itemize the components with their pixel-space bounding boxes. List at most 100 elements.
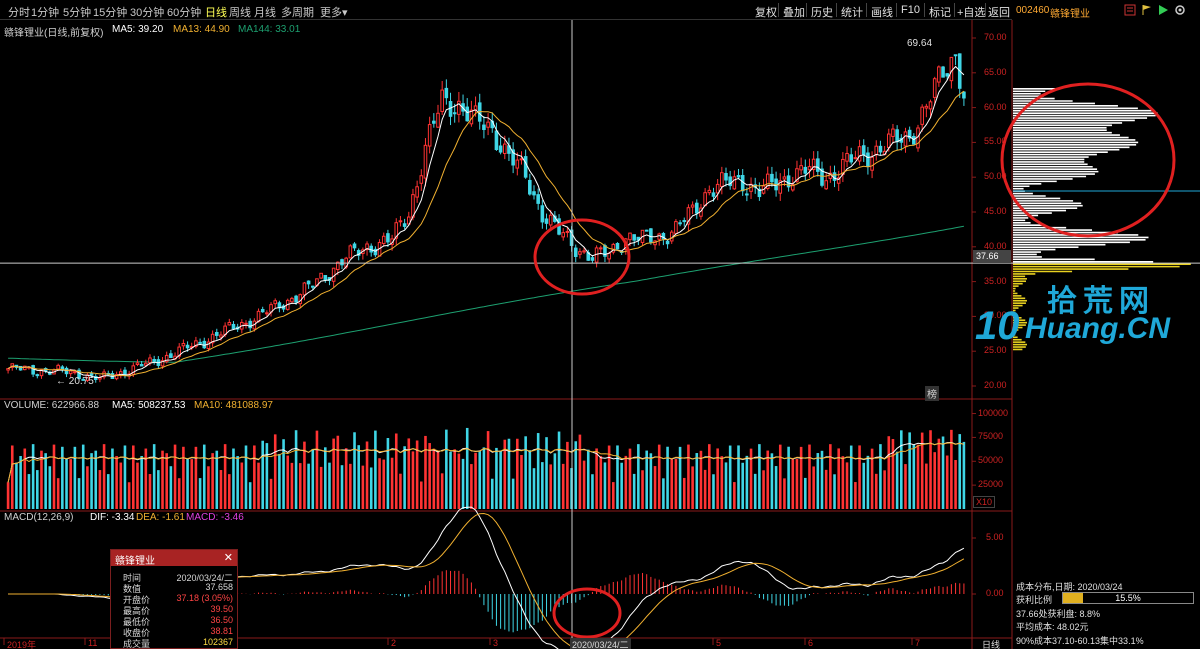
tab-15min[interactable]: 15分钟 [93, 7, 128, 19]
candle-body [745, 193, 749, 196]
close-icon[interactable]: ✕ [223, 552, 233, 564]
tab-more-label: 更多 [320, 7, 342, 19]
button-history[interactable]: 历史 [811, 7, 833, 19]
candle-body [206, 341, 211, 350]
button-mark[interactable]: 标记 [929, 7, 951, 19]
volume-bar [56, 478, 60, 509]
date-tick-label: 2 [391, 638, 397, 648]
volume-bar [261, 440, 264, 509]
volume-bar [136, 462, 139, 509]
tab-multi-period[interactable]: 多周期 [281, 7, 314, 19]
candle-body [649, 228, 653, 243]
candle-body [152, 358, 156, 362]
button-f10[interactable]: F10 [901, 4, 920, 16]
volume-bar [169, 466, 173, 509]
candle-body [306, 280, 311, 285]
candle-body [937, 66, 941, 83]
candle-body [824, 180, 828, 190]
candle-body [265, 312, 269, 315]
tooltip-label-time: 时间 [123, 573, 142, 583]
tooltip-value-open: 37.18 (3.05%) [176, 593, 233, 603]
price-tick-label: 25.00 [984, 345, 1007, 356]
volume-bar [399, 473, 402, 509]
candle-body [544, 218, 549, 224]
button-statistics[interactable]: 统计 [841, 7, 863, 19]
candle-body [436, 112, 440, 128]
volume-bar [470, 464, 473, 509]
candle-body [578, 251, 582, 255]
candle-body [657, 233, 662, 240]
volume-bar [115, 456, 118, 509]
tab-5min[interactable]: 5分钟 [63, 7, 92, 19]
volume-bar [294, 430, 298, 509]
volume-bar [73, 446, 77, 509]
volume-bar [173, 444, 177, 509]
settings-icon[interactable] [1174, 4, 1186, 16]
tooltip-header[interactable]: 赣锋锂业 ✕ [111, 550, 237, 567]
volume-bar [566, 441, 569, 509]
profit-ratio-fill [1063, 593, 1084, 603]
divider [866, 3, 867, 17]
button-back[interactable]: 返回 [988, 7, 1010, 19]
volume-bars [6, 427, 966, 509]
candle-body [924, 105, 929, 109]
volume-bar [507, 438, 511, 509]
volume-bar [620, 462, 623, 509]
data-tooltip-window[interactable]: 赣锋锂业 ✕ 时间 2020/03/24/二 数值 37.658 开盘价 37.… [110, 549, 238, 649]
volume-bar [465, 427, 469, 509]
candle-body [336, 261, 340, 271]
volume-bar [486, 431, 490, 509]
date-tick-label: 11 [88, 638, 98, 648]
ma144-line [8, 225, 964, 363]
tab-weekly[interactable]: 周线 [229, 7, 251, 19]
button-add-watchlist[interactable]: +自选 [957, 7, 986, 19]
volume-bar [712, 474, 715, 509]
candle-body [878, 145, 883, 153]
volume-bar [532, 468, 536, 509]
tab-more[interactable]: 更多▾ [320, 4, 348, 20]
date-tick-label: 2019年 [7, 640, 37, 649]
volume-bar [119, 462, 123, 509]
candle-body [598, 247, 603, 250]
candle-body [895, 129, 899, 143]
button-draw-line[interactable]: 画线 [871, 7, 893, 19]
button-overlay[interactable]: 叠加 [783, 7, 805, 19]
volume-bar [595, 448, 598, 509]
candle-body [423, 144, 428, 179]
button-fuquan[interactable]: 复权 [755, 7, 777, 19]
volume-bar [545, 437, 548, 509]
flag-icon[interactable] [1141, 4, 1153, 16]
macd-dif-legend: DIF: -3.34 [90, 512, 135, 523]
candle-body [949, 56, 954, 82]
candle-body [219, 334, 223, 338]
volume-bar [365, 441, 369, 509]
volume-title: VOLUME: 622966.88 [4, 400, 100, 411]
volume-bar [841, 456, 845, 509]
volume-bar [528, 450, 532, 509]
tab-fenshi[interactable]: 分时 [8, 7, 30, 19]
tab-30min[interactable]: 30分钟 [130, 7, 165, 19]
candle-body [607, 252, 611, 260]
candle-body [941, 66, 945, 78]
volume-bar [111, 448, 114, 509]
candle-body [102, 371, 106, 378]
crosshair [0, 20, 1200, 649]
document-icon[interactable] [1124, 4, 1136, 16]
tab-1min[interactable]: 1分钟 [31, 7, 60, 19]
volume-bar [941, 436, 945, 509]
volume-bar [23, 448, 27, 509]
volume-bar [753, 473, 757, 509]
volume-bar [127, 482, 131, 509]
tab-monthly[interactable]: 月线 [254, 7, 276, 19]
volume-bar [386, 438, 390, 509]
tab-daily[interactable]: 日线 [205, 7, 227, 19]
candle-body [68, 370, 73, 375]
volume-bar [958, 434, 962, 509]
candle-body [907, 129, 912, 139]
price-tick-label: 30.00 [984, 310, 1007, 321]
volume-bar [278, 453, 281, 509]
tab-60min[interactable]: 60分钟 [167, 7, 202, 19]
average-cost-text: 平均成本: 48.02元 [1016, 622, 1089, 632]
play-icon[interactable] [1157, 4, 1169, 16]
volume-bar [741, 462, 744, 509]
